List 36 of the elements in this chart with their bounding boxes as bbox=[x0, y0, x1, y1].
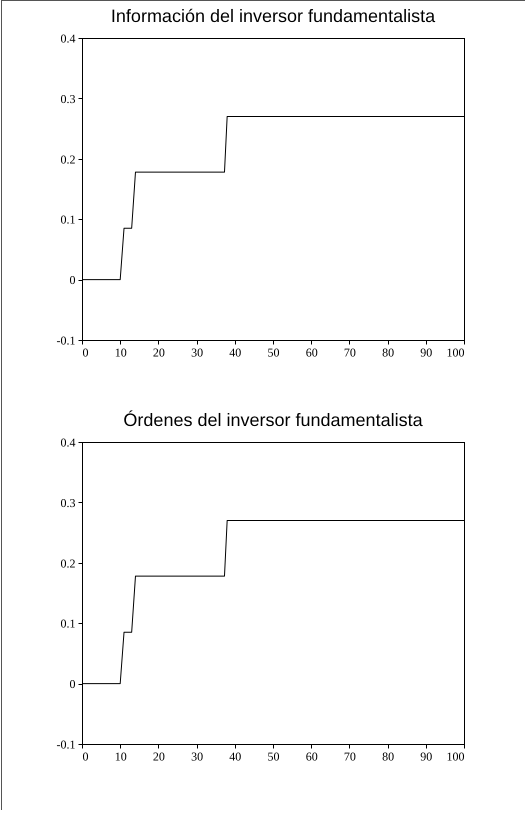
chart-title: Información del inversor fundamentalista bbox=[110, 6, 436, 26]
x-tick-label: 50 bbox=[268, 750, 280, 764]
x-tick-label: 100 bbox=[446, 346, 464, 360]
y-tick-label: 0.4 bbox=[60, 32, 76, 46]
x-tick-label: 0 bbox=[82, 750, 88, 764]
x-tick-label: 80 bbox=[382, 750, 394, 764]
x-tick-label: 30 bbox=[191, 346, 204, 360]
x-tick-label: 70 bbox=[344, 750, 356, 764]
x-tick-label: 90 bbox=[420, 346, 432, 360]
x-tick-label: 60 bbox=[306, 750, 318, 764]
chart-title: Órdenes del inversor fundamentalista bbox=[123, 410, 424, 430]
x-tick-label: 80 bbox=[382, 346, 394, 360]
y-tick-label: -0.1 bbox=[56, 738, 76, 752]
x-tick-label: 20 bbox=[152, 750, 165, 764]
x-tick-label: 20 bbox=[152, 346, 165, 360]
y-tick-label: 0 bbox=[70, 677, 76, 692]
y-tick-label: 0.1 bbox=[60, 616, 76, 631]
y-tick-label: 0.3 bbox=[60, 92, 76, 106]
x-tick-label: 40 bbox=[229, 346, 242, 360]
x-tick-label: 70 bbox=[344, 346, 356, 360]
y-tick-label: -0.1 bbox=[56, 334, 76, 348]
y-tick-label: 0.1 bbox=[60, 212, 76, 227]
x-tick-label: 100 bbox=[446, 750, 464, 764]
x-tick-label: 50 bbox=[268, 346, 280, 360]
y-tick-label: 0.4 bbox=[60, 436, 76, 450]
x-tick-label: 10 bbox=[114, 346, 127, 360]
y-tick-label: 0.3 bbox=[60, 496, 76, 510]
x-tick-label: 30 bbox=[191, 750, 204, 764]
x-tick-label: 10 bbox=[114, 750, 127, 764]
y-tick-label: 0.2 bbox=[60, 556, 76, 570]
y-tick-label: 0.2 bbox=[60, 152, 76, 166]
x-tick-label: 60 bbox=[306, 346, 318, 360]
x-tick-label: 90 bbox=[420, 750, 432, 764]
x-tick-label: 0 bbox=[82, 346, 88, 360]
x-tick-label: 40 bbox=[229, 750, 242, 764]
y-tick-label: 0 bbox=[70, 273, 76, 288]
